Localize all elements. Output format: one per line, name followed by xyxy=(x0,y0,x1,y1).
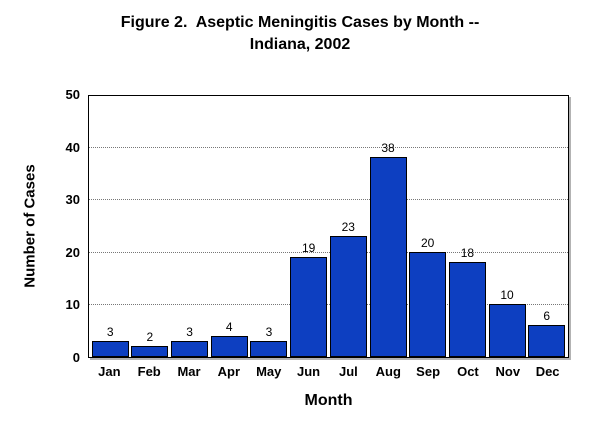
gridline xyxy=(89,303,568,305)
bar-column: 38 xyxy=(369,141,407,357)
bar-value-label: 19 xyxy=(301,241,316,256)
plot-area: 3 2 3 4 3 19 23 38 20 18 10 6 xyxy=(88,95,569,358)
gridline xyxy=(89,147,568,149)
x-axis-ticks: Jan Feb Mar Apr May Jun Jul Aug Sep Oct Nov Dec xyxy=(88,364,569,379)
bar-value-label: 10 xyxy=(500,288,514,303)
bar xyxy=(210,335,248,357)
bar-value-label: 3 xyxy=(106,325,114,340)
x-tick-label: Apr xyxy=(217,364,241,379)
bar xyxy=(528,325,566,357)
y-tick-label: 50 xyxy=(65,87,80,102)
x-tick-label: Feb xyxy=(137,364,161,379)
bar xyxy=(131,346,169,357)
y-tick-label: 40 xyxy=(65,139,80,155)
x-tick-label: Oct xyxy=(457,364,479,379)
bar-value-label: 18 xyxy=(460,246,475,261)
bar-column: 18 xyxy=(448,246,486,357)
chart-title: Figure 2. Aseptic Meningitis Cases by Mo… xyxy=(120,14,480,53)
bar-column: 3 xyxy=(171,325,209,357)
bar-column: 20 xyxy=(409,235,447,357)
bar-value-label: 38 xyxy=(381,141,395,156)
gridline xyxy=(89,251,568,253)
bar-column: 23 xyxy=(329,220,367,357)
y-axis-label: Number of Cases xyxy=(21,164,39,288)
bar-value-label: 4 xyxy=(225,319,233,334)
x-tick-label: Aug xyxy=(375,364,401,379)
x-tick-label: Jan xyxy=(98,364,121,379)
x-axis-label: Month xyxy=(304,392,353,409)
bar-column: 4 xyxy=(210,319,248,357)
bar-value-label: 3 xyxy=(265,325,273,340)
y-tick-label: 10 xyxy=(65,297,80,313)
x-tick-label: Nov xyxy=(495,364,521,379)
x-tick-label: Dec xyxy=(535,364,560,379)
bar-column: 19 xyxy=(290,241,328,357)
bar-column: 6 xyxy=(528,309,566,357)
x-tick-label: May xyxy=(256,364,282,379)
bar-value-label: 20 xyxy=(421,235,435,250)
bars-container: 3 2 3 4 3 19 23 38 20 18 10 6 xyxy=(89,96,568,357)
bar-column: 3 xyxy=(91,325,129,357)
y-tick-label: 30 xyxy=(65,192,80,208)
x-tick-label: Jun xyxy=(297,364,321,379)
y-tick-label: 20 xyxy=(65,244,80,260)
bar-column: 3 xyxy=(250,325,288,357)
bar xyxy=(488,304,526,357)
bar-column: 10 xyxy=(488,288,526,357)
x-tick-label: Mar xyxy=(177,364,201,379)
bar-value-label: 6 xyxy=(543,309,551,324)
bar xyxy=(448,262,486,357)
gridline xyxy=(89,199,568,201)
y-tick-label: 0 xyxy=(72,350,80,365)
bar xyxy=(250,341,288,357)
bar xyxy=(290,257,328,357)
bar xyxy=(329,236,367,357)
bar-value-label: 2 xyxy=(146,330,154,345)
x-tick-label: Jul xyxy=(339,364,358,379)
bar-column: 2 xyxy=(131,330,169,357)
x-tick-label: Sep xyxy=(416,364,441,379)
bar xyxy=(409,251,447,357)
bar-value-label: 3 xyxy=(186,325,193,340)
bar xyxy=(91,341,129,357)
bar-value-label: 23 xyxy=(341,220,355,235)
bar xyxy=(369,157,407,357)
bar xyxy=(171,341,209,357)
